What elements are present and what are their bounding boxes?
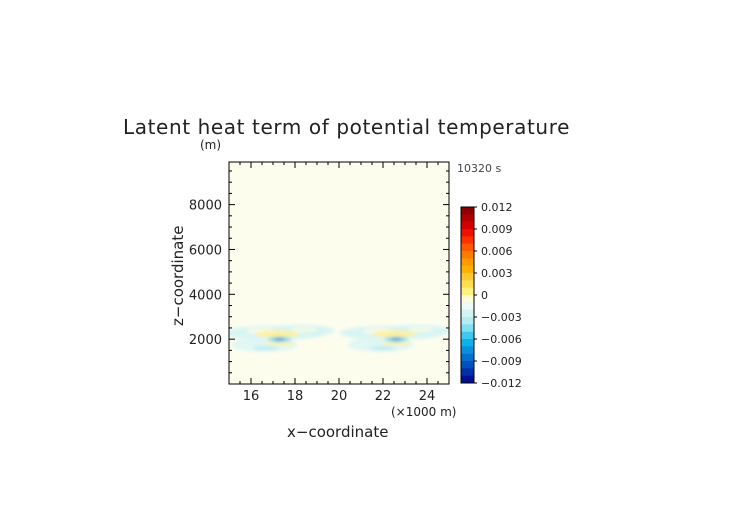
y-unit-label: (m) [200, 138, 221, 152]
x-tick-label: 16 [243, 389, 260, 404]
colorbar-label: 0.006 [481, 245, 513, 258]
time-label: 10320 s [457, 162, 501, 175]
colorbar-swatch [461, 273, 474, 281]
colorbar-label: 0.009 [481, 223, 513, 236]
x-tick-label: 18 [287, 389, 304, 404]
x-tick-label: 22 [375, 389, 392, 404]
colorbar-label: 0 [481, 289, 488, 302]
colorbar-swatch [461, 361, 474, 369]
colorbar-swatch [461, 229, 474, 237]
y-tick-labels: 2000 4000 6000 8000 [189, 199, 222, 349]
contour-field [229, 324, 449, 352]
colorbar-swatch [461, 265, 474, 274]
colorbar-swatch [461, 280, 474, 288]
y-tick-label: 6000 [189, 243, 222, 258]
left-cell-pos-low [264, 341, 295, 346]
right-cell-pos-low [380, 341, 412, 346]
colorbar-label: 0.012 [481, 201, 513, 214]
y-tick-label: 4000 [189, 288, 222, 303]
colorbar-swatch [461, 353, 474, 362]
colorbar-swatch [461, 287, 474, 296]
colorbar-swatch [461, 243, 474, 252]
colorbar-label: 0.003 [481, 267, 513, 280]
chart-title: Latent heat term of potential temperatur… [123, 115, 570, 139]
colorbar-swatch [461, 302, 474, 310]
colorbar-label: −0.003 [481, 311, 522, 324]
colorbar-swatch [461, 221, 474, 230]
x-unit-label: (×1000 m) [391, 405, 456, 419]
x-tick-label: 20 [331, 389, 348, 404]
y-tick-label: 8000 [189, 199, 222, 214]
contour-blobs [229, 324, 449, 352]
colorbar-swatch [461, 324, 474, 332]
colorbar-label: −0.012 [481, 377, 522, 390]
colorbar-swatch [461, 251, 474, 259]
colorbar-label: −0.006 [481, 333, 522, 346]
x-axis-label: x−coordinate [287, 423, 388, 441]
left-cell-gap-right [290, 327, 317, 333]
colorbar-swatch [461, 214, 474, 222]
right-cell-neg-peak [393, 338, 399, 341]
colorbar-swatch [461, 339, 474, 347]
right-cell-pos [372, 330, 416, 338]
y-tick-label: 2000 [189, 333, 222, 348]
y-axis-label: z−coordinate [169, 226, 187, 326]
colorbar [460, 206, 477, 384]
x-tick-label: 24 [419, 389, 436, 404]
colorbar-swatch [461, 295, 474, 303]
x-tick-labels: 16 18 20 22 24 [243, 389, 436, 404]
colorbar-swatch [461, 236, 474, 244]
axis-ticks [228, 162, 450, 384]
colorbar-swatch [461, 346, 474, 354]
right-cell-gap-right [407, 327, 434, 333]
colorbar-swatch [461, 207, 474, 215]
colorbar-label: −0.009 [481, 355, 522, 368]
colorbar-swatch [461, 375, 474, 384]
colorbar-swatch [461, 317, 474, 325]
left-cell-neg-low [253, 346, 280, 350]
right-cell-neg-low [369, 346, 397, 350]
colorbar-swatch [461, 368, 474, 376]
colorbar-labels: 0.012 0.009 0.006 0.003 0 −0.003 −0.006 −0.009 −… [481, 201, 522, 390]
left-cell-pos [255, 330, 300, 338]
colorbar-swatch [461, 331, 474, 340]
colorbar-swatch [461, 309, 474, 318]
colorbar-swatch [461, 258, 474, 266]
left-cell-neg-peak [276, 338, 283, 341]
